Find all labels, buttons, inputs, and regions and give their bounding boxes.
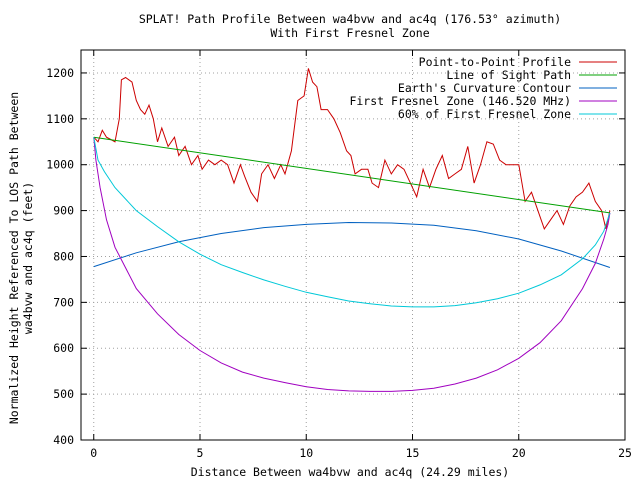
y-tick-label-1: 500 (53, 387, 74, 401)
series-line-3 (93, 137, 611, 392)
legend-label-1: Line of Sight Path (446, 68, 571, 82)
y-tick-label-8: 1200 (46, 66, 74, 80)
y-tick-label-4: 800 (53, 249, 74, 263)
y-tick-label-3: 700 (53, 295, 74, 309)
x-tick-label-0: 0 (90, 446, 97, 460)
y-tick-label-2: 600 (53, 341, 74, 355)
legend-label-3: First Fresnel Zone (146.520 MHz) (349, 94, 571, 108)
legend-label-4: 60% of First Fresnel Zone (398, 107, 571, 121)
series-line-4 (93, 137, 611, 308)
series-group (93, 68, 611, 392)
chart-title-line1: SPLAT! Path Profile Between wa4bvw and a… (139, 12, 561, 26)
series-line-1 (93, 136, 610, 214)
legend-label-0: Point-to-Point Profile (419, 55, 571, 69)
x-tick-label-1: 5 (197, 446, 204, 460)
plot-frame (80, 49, 626, 441)
series-line-2 (93, 221, 611, 268)
series-line-0 (93, 68, 611, 230)
y-tick-label-0: 400 (53, 433, 74, 447)
y-tick-label-6: 1000 (46, 158, 74, 172)
y-axis-label-line2: wa4bvw and ac4q (feet) (21, 182, 35, 334)
x-tick-label-3: 15 (406, 446, 420, 460)
x-tick-label-4: 20 (512, 446, 526, 460)
axes: 0 5 10 15 20 25 400 500 600 700 800 900 1000 1100 1200 (46, 49, 632, 460)
x-tick-label-2: 10 (299, 446, 313, 460)
y-tick-label-7: 1100 (46, 112, 74, 126)
chart-title-line2: With First Fresnel Zone (270, 26, 429, 40)
y-axis-label-line1: Normalized Height Referenced To LOS Path… (7, 92, 21, 424)
y-tick-label-5: 900 (53, 204, 74, 218)
legend-label-2: Earth's Curvature Contour (398, 81, 571, 95)
x-tick-label-5: 25 (618, 446, 632, 460)
x-axis-label: Distance Between wa4bvw and ac4q (24.29 … (191, 465, 510, 479)
